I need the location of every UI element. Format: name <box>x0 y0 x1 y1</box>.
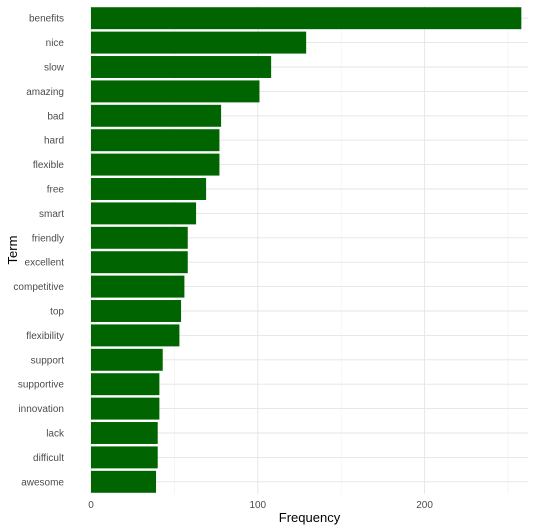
x-tick-label: 200 <box>416 500 433 511</box>
y-tick-label: support <box>31 355 65 366</box>
bar-flexibility <box>91 324 180 347</box>
y-tick-label: nice <box>46 38 65 49</box>
bar-amazing <box>91 80 260 103</box>
bar-excellent <box>91 251 188 274</box>
y-tick-label: free <box>47 185 65 196</box>
bar-hard <box>91 129 220 152</box>
y-tick-label: slow <box>44 63 65 74</box>
bar-innovation <box>91 397 160 420</box>
bar-slow <box>91 56 272 78</box>
x-tick-label: 0 <box>88 500 94 511</box>
bar-lack <box>91 422 158 444</box>
bar-nice <box>91 31 307 54</box>
y-axis-title: Term <box>5 236 20 265</box>
bar-difficult <box>91 446 158 469</box>
bar-free <box>91 178 207 200</box>
y-tick-labels: benefits nice slow amazing bad hard flexible fr… <box>13 14 65 489</box>
gridlines <box>90 6 528 494</box>
y-tick-label: competitive <box>13 282 64 293</box>
bar-top <box>91 300 182 322</box>
y-tick-label: lack <box>46 429 65 440</box>
y-tick-label: excellent <box>25 258 65 269</box>
y-tick-label: flexibility <box>26 331 64 342</box>
bar-support <box>91 348 163 371</box>
y-tick-label: difficult <box>33 453 64 464</box>
bar-smart <box>91 202 197 225</box>
y-tick-label: top <box>50 307 64 318</box>
bars <box>91 7 522 493</box>
x-tick-labels: 0 100 200 <box>88 500 433 511</box>
bar-flexible <box>91 153 220 176</box>
bar-benefits <box>91 7 522 30</box>
x-axis-title: Frequency <box>279 510 341 525</box>
y-tick-label: supportive <box>18 380 65 391</box>
bar-bad <box>91 104 222 127</box>
y-tick-label: awesome <box>21 477 64 488</box>
y-tick-label: innovation <box>18 404 64 415</box>
y-tick-label: friendly <box>32 233 64 244</box>
y-tick-label: hard <box>44 136 64 147</box>
bar-supportive <box>91 373 160 396</box>
y-tick-label: flexible <box>33 160 65 171</box>
x-tick-label: 100 <box>249 500 266 511</box>
y-tick-label: smart <box>39 209 64 220</box>
bar-competitive <box>91 275 185 298</box>
y-tick-label: bad <box>47 111 64 122</box>
bar-awesome <box>91 470 157 493</box>
y-tick-label: benefits <box>29 14 64 25</box>
bar-friendly <box>91 226 188 249</box>
y-tick-label: amazing <box>26 87 64 98</box>
